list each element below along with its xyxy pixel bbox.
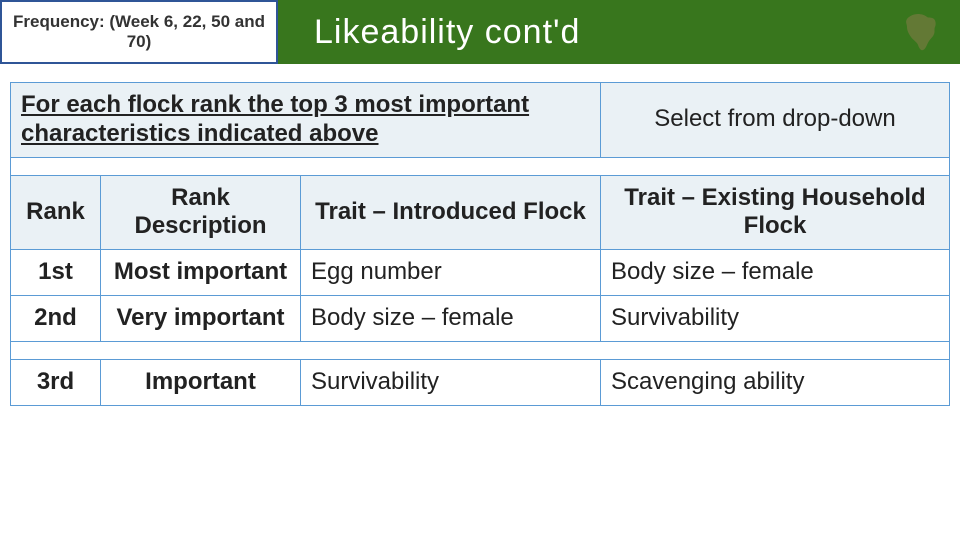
rank-description-cell: Important xyxy=(101,359,301,405)
rank-cell: 2nd xyxy=(11,295,101,341)
table-row: 2nd Very important Body size – female Su… xyxy=(11,295,950,341)
spacer xyxy=(11,341,950,359)
rank-description-cell: Very important xyxy=(101,295,301,341)
trait-introduced-cell[interactable]: Egg number xyxy=(301,250,601,296)
trait-existing-cell[interactable]: Survivability xyxy=(601,295,950,341)
rank-description-cell: Most important xyxy=(101,250,301,296)
col-existing-header: Trait – Existing Household Flock xyxy=(601,175,950,250)
trait-introduced-cell[interactable]: Body size – female xyxy=(301,295,601,341)
frequency-box: Frequency: (Week 6, 22, 50 and 70) xyxy=(0,0,278,64)
africa-logo-icon xyxy=(898,10,942,54)
trait-introduced-cell[interactable]: Survivability xyxy=(301,359,601,405)
trait-existing-cell[interactable]: Body size – female xyxy=(601,250,950,296)
content-area: For each flock rank the top 3 most impor… xyxy=(0,64,960,406)
slide-title: Likeability cont'd xyxy=(314,13,580,52)
table-row: 1st Most important Egg number Body size … xyxy=(11,250,950,296)
rank-cell: 1st xyxy=(11,250,101,296)
col-introduced-header: Trait – Introduced Flock xyxy=(301,175,601,250)
instruction-dropdown-note: Select from drop-down xyxy=(601,83,950,158)
rank-cell: 3rd xyxy=(11,359,101,405)
title-bar: Likeability cont'd xyxy=(278,0,960,64)
instruction-row: For each flock rank the top 3 most impor… xyxy=(11,83,950,158)
col-rank-header: Rank xyxy=(11,175,101,250)
slide-header: Frequency: (Week 6, 22, 50 and 70) Likea… xyxy=(0,0,960,64)
trait-existing-cell[interactable]: Scavenging ability xyxy=(601,359,950,405)
col-desc-header: Rank Description xyxy=(101,175,301,250)
instruction-text: For each flock rank the top 3 most impor… xyxy=(11,83,601,158)
ranking-table: For each flock rank the top 3 most impor… xyxy=(10,82,950,406)
table-header-row: Rank Rank Description Trait – Introduced… xyxy=(11,175,950,250)
frequency-label: Frequency: (Week 6, 22, 50 and 70) xyxy=(12,12,266,53)
spacer xyxy=(11,157,950,175)
table-row: 3rd Important Survivability Scavenging a… xyxy=(11,359,950,405)
